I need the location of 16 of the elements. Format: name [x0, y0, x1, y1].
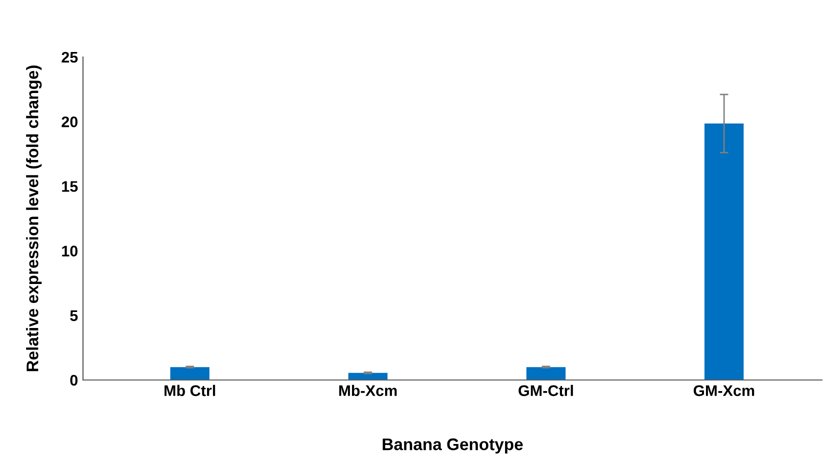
bar — [704, 124, 744, 380]
y-tick-label: 15 — [62, 181, 78, 192]
y-tick-label: 20 — [62, 116, 78, 128]
x-axis-title: Banana Genotype — [382, 438, 523, 454]
y-tick-label: 25 — [62, 52, 78, 63]
x-tick-label: Mb-Xcm — [339, 384, 397, 396]
bar — [170, 367, 210, 380]
bar — [348, 372, 388, 380]
x-tick-label: GM-Ctrl — [518, 384, 573, 396]
y-tick-label: 0 — [70, 374, 78, 386]
x-tick-label: GM-Xcm — [694, 385, 754, 396]
y-tick-label: 10 — [62, 246, 78, 256]
y-axis-title: Relative expression level (fold change) — [26, 66, 42, 372]
x-tick-label: Mb Ctrl — [164, 384, 216, 396]
y-tick-label: 5 — [70, 310, 78, 322]
bar — [526, 367, 566, 380]
